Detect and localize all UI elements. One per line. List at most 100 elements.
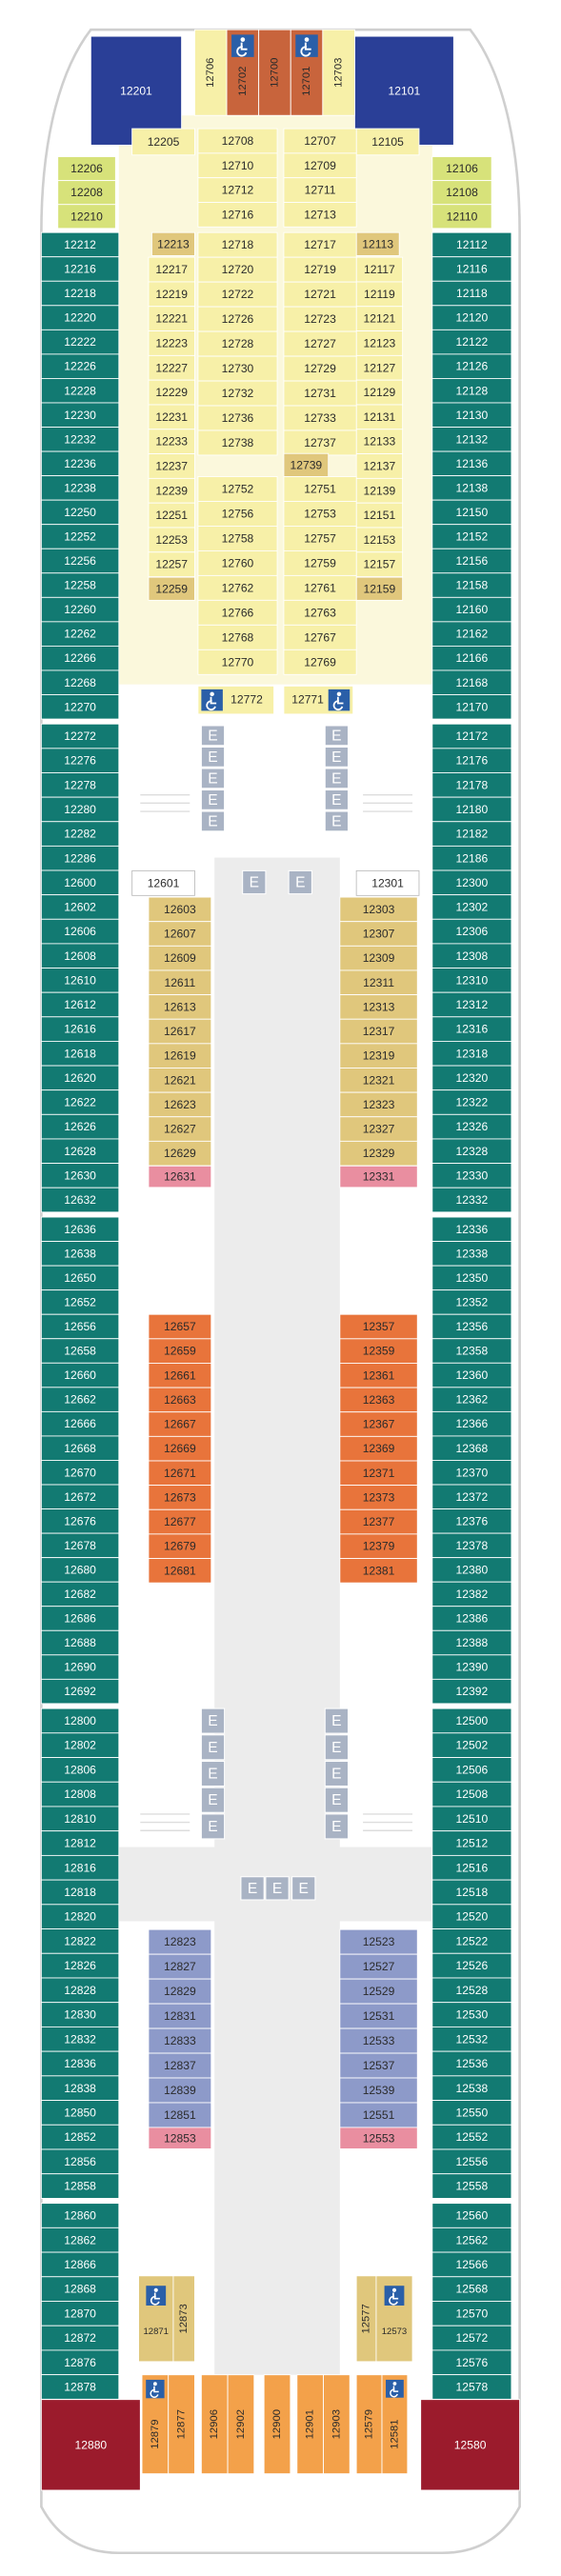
cabin-label: 12580 — [454, 2438, 487, 2451]
cabin-label: 12331 — [363, 1170, 395, 1184]
cabin-label: 12223 — [155, 337, 188, 350]
cabin-label: 12126 — [456, 360, 489, 373]
cabin-label: 12520 — [456, 1910, 489, 1924]
cabin — [431, 2148, 512, 2175]
cabin — [40, 2148, 120, 2175]
elevator-label: E — [208, 1766, 217, 1782]
cabin-label: 12113 — [362, 237, 393, 250]
cabin-label: 12208 — [70, 186, 103, 199]
cabin — [431, 1265, 512, 1291]
cabin-label: 12610 — [64, 973, 96, 987]
cabin-label: 12268 — [64, 676, 96, 689]
cabin-label: 12162 — [456, 628, 489, 641]
cabin-label: 12728 — [222, 337, 254, 350]
cabin-label: 12531 — [363, 2009, 395, 2023]
cabin — [431, 499, 512, 526]
cabin — [197, 202, 278, 228]
elevator-label: E — [331, 1713, 341, 1729]
cabin-label: 12751 — [304, 483, 336, 496]
cabin — [431, 1016, 512, 1042]
cabin-label: 12730 — [222, 362, 254, 375]
cabin-label: 12762 — [222, 581, 254, 594]
cabin-label: 12679 — [164, 1540, 196, 1553]
cabin-label: 12670 — [64, 1466, 96, 1479]
cabin — [40, 1113, 120, 1140]
cabin-label: 12238 — [64, 481, 96, 494]
cabin-label: 12716 — [222, 208, 254, 221]
cabin — [431, 1757, 512, 1783]
cabin-label: 12260 — [64, 603, 96, 616]
cabin-label: 12652 — [64, 1296, 96, 1309]
cabin — [431, 1484, 512, 1509]
cabin — [40, 548, 120, 574]
cabin — [283, 429, 357, 456]
cabin — [40, 378, 120, 404]
cabin-label: 12153 — [364, 533, 396, 547]
cabin — [197, 330, 278, 357]
cabin — [431, 1387, 512, 1412]
cabin — [168, 2374, 195, 2475]
cabin — [40, 402, 120, 428]
elevator-label: E — [331, 749, 341, 766]
cabin-label: 12602 — [64, 901, 96, 914]
cabin-label: 12361 — [363, 1368, 395, 1382]
cabin-label: 12738 — [222, 436, 254, 449]
elevator-label: E — [331, 1740, 341, 1756]
cabin — [283, 501, 357, 527]
cabin — [431, 2374, 512, 2400]
cabin — [431, 2301, 512, 2326]
cabin — [40, 2124, 120, 2150]
cabin — [375, 2275, 413, 2363]
cabin — [283, 549, 357, 576]
cabin — [40, 1313, 120, 1340]
cabin — [40, 1362, 120, 1388]
cabin-label: 12382 — [456, 1588, 489, 1601]
cabin — [283, 624, 357, 650]
cabin-label: 12227 — [155, 361, 188, 374]
cabin — [431, 1854, 512, 1881]
cabin-label: 12682 — [64, 1588, 96, 1601]
cabin-label: 12369 — [363, 1442, 395, 1455]
cabin — [148, 2077, 212, 2104]
cabin — [431, 772, 512, 798]
cabin-label: 12533 — [363, 2034, 395, 2047]
cabin — [148, 1043, 212, 1068]
cabin — [283, 525, 357, 551]
cabin-label: 12251 — [155, 509, 188, 522]
cabin-label: 12231 — [155, 410, 188, 424]
cabin-label: 12156 — [456, 554, 489, 568]
cabin — [172, 2275, 195, 2363]
cabin-label: 12710 — [222, 159, 254, 172]
cabin-label: 12690 — [64, 1661, 96, 1674]
cabin-label: 12688 — [64, 1636, 96, 1649]
cabin-label: 12658 — [64, 1345, 96, 1358]
cabin-label: 12659 — [164, 1345, 196, 1358]
cabin-label: 12560 — [456, 2209, 489, 2223]
cabin-label: 12101 — [389, 84, 421, 97]
cabin-label: 12827 — [164, 1960, 196, 1973]
cabin-label: 12862 — [64, 2233, 96, 2247]
cabin — [339, 1338, 418, 1364]
cabin-label: 12120 — [456, 311, 489, 325]
cabin-label: 12579 — [364, 2409, 375, 2439]
cabin — [339, 1978, 418, 2005]
cabin — [263, 2374, 291, 2475]
cabin — [40, 427, 120, 452]
cabin-label: 12906 — [209, 2409, 220, 2439]
cabin — [40, 1338, 120, 1364]
cabin — [148, 1387, 212, 1413]
cabin — [283, 281, 357, 308]
cabin-label: 12121 — [364, 312, 396, 326]
elevator — [242, 869, 267, 895]
cabin — [40, 1879, 120, 1906]
elevator-label: E — [295, 874, 305, 890]
cabin-label: 12308 — [456, 949, 489, 963]
cabin — [40, 723, 120, 749]
cabin-label: 12851 — [164, 2108, 196, 2122]
elevator — [200, 746, 226, 768]
cabin-label: 12722 — [222, 288, 254, 301]
cabin-label: 12621 — [164, 1073, 196, 1087]
cabin — [148, 1338, 212, 1364]
accessible-icon-head — [336, 691, 342, 697]
